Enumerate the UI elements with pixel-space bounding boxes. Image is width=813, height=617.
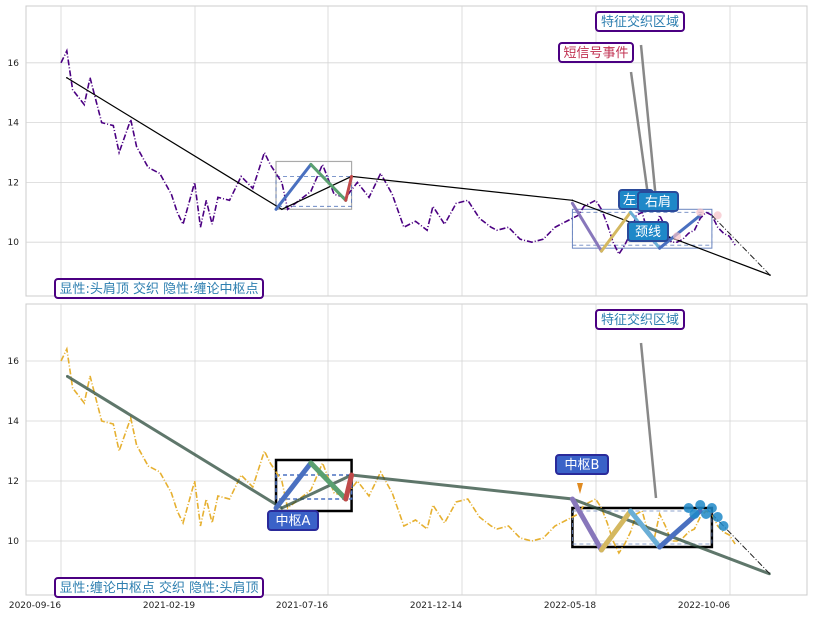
stroke-leg	[273, 460, 314, 511]
trend-point	[281, 208, 283, 211]
shoulder-marker	[696, 208, 705, 217]
y-tick-label: 16	[8, 357, 20, 367]
y-tick-label: 10	[8, 238, 20, 248]
hub-point-marker	[712, 512, 723, 522]
shoulder-marker	[673, 232, 682, 241]
x-tick-label: 2022-05-18	[544, 601, 597, 611]
x-tick-label: 2021-07-16	[276, 601, 329, 611]
feature-zone-label-box	[595, 11, 685, 32]
x-tick-label: 2020-09-16	[9, 601, 62, 611]
y-tick-label: 14	[8, 417, 20, 427]
y-tick-label: 12	[8, 477, 19, 487]
hub-b-label: 中枢B	[565, 458, 600, 473]
stroke-leg	[309, 162, 348, 202]
hub-middle-band-2	[572, 510, 713, 545]
right-shoulder-label-box	[637, 191, 679, 212]
price-series-line	[60, 48, 736, 256]
plot-area	[25, 303, 808, 596]
feature-zone-arrow	[639, 44, 658, 201]
stroke-leg	[274, 162, 313, 211]
x-tick-label: 2021-02-19	[143, 601, 196, 611]
pattern-caption: 显性:头肩顶 交织 隐性:缠论中枢点	[59, 281, 258, 297]
trend-point	[281, 507, 283, 509]
hub-b-arrow	[577, 483, 583, 494]
pattern-caption-box	[54, 577, 264, 598]
stroke-leg-2	[658, 213, 702, 250]
hub-middle-band-2	[572, 211, 713, 246]
y-tick-label: 16	[8, 59, 20, 69]
shoulder-marker	[713, 211, 722, 220]
short-signal-arrow	[629, 71, 652, 211]
stroke-leg	[308, 460, 349, 502]
bottom-panel: 10 12 14 16 2020-09-16 2021-02-19 2021-07-16 20…	[8, 303, 808, 611]
trend-point	[571, 199, 574, 202]
y-tick-label: 14	[8, 119, 20, 129]
x-tick-label: 2022-10-06	[678, 601, 731, 611]
hub-point-marker	[695, 500, 706, 510]
stroke-leg-2	[570, 201, 603, 253]
hub-b-label-box	[555, 454, 609, 475]
y-tick-label: 10	[8, 537, 20, 547]
right-shoulder-label: 右肩	[645, 194, 671, 210]
trend-point	[66, 76, 68, 79]
feature-zone-label: 特征交织区域	[601, 14, 679, 30]
hub-point-marker	[718, 521, 729, 531]
stroke-leg	[343, 472, 355, 502]
short-signal-label-box	[558, 42, 634, 63]
neckline-label-box	[627, 221, 669, 242]
short-signal-label: 短信号事件	[563, 46, 628, 61]
y-tick-label: 12	[8, 178, 19, 188]
stroke-leg-2	[598, 508, 634, 553]
pattern-caption: 显性:缠论中枢点 交织 隐性:头肩顶	[59, 580, 258, 596]
feature-zone-arrow	[639, 342, 658, 499]
plot-area	[25, 5, 808, 297]
hub-a-label-box	[267, 510, 319, 531]
hub-middle-band	[275, 176, 352, 207]
feature-zone-label: 特征交织区域	[601, 312, 679, 328]
projection-line	[711, 214, 771, 276]
neckline-label: 颈线	[635, 225, 661, 240]
pattern-caption-box	[54, 278, 264, 299]
stroke-leg-2	[569, 496, 604, 553]
stroke-leg-2	[599, 210, 633, 253]
trend-point	[66, 375, 68, 377]
hub-point-marker	[706, 503, 717, 513]
x-tick-label: 2021-12-14	[410, 601, 463, 611]
hub-middle-band	[275, 474, 353, 500]
price-series-line	[60, 346, 736, 555]
hub-a-label: 中枢A	[276, 514, 311, 529]
stroke-leg-2	[628, 508, 663, 550]
feature-zone-label-box	[595, 309, 685, 330]
stroke-leg	[344, 174, 354, 202]
hub-point-marker	[689, 509, 700, 519]
